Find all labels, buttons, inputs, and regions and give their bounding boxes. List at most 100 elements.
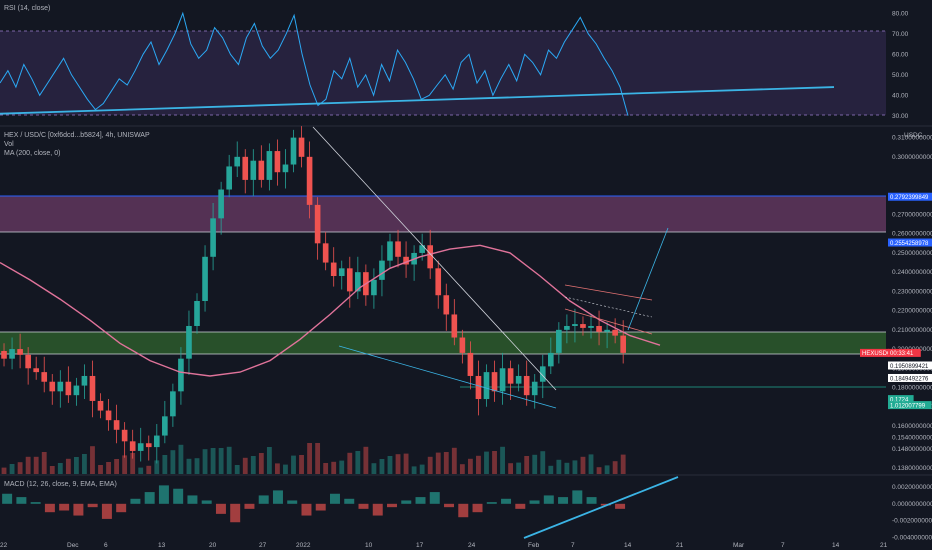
volume-bar [476,455,481,474]
volume-bar [210,448,216,474]
price-tick-label: 0.2100000000 [892,327,932,334]
macd-bar [501,498,512,504]
price-tag-label: 0.2554258978 [890,241,929,247]
volume-bar [580,456,586,474]
macd-bar [372,503,383,516]
volume-bar [9,464,15,474]
volume-bar [516,462,522,474]
candle [314,204,321,244]
candle [531,381,538,396]
candle [556,329,562,353]
candle [145,443,152,448]
lower-trendline[interactable] [338,345,557,409]
price-tag [888,348,921,357]
macd-trendline[interactable] [523,476,679,539]
price-tick-label: 0.2700000000 [892,212,932,219]
volume-bar [242,457,248,474]
candle [499,368,506,392]
channel-mid[interactable] [564,296,653,318]
rsi-trendline[interactable] [0,86,835,115]
volume-bar [33,456,39,474]
candle [403,256,409,265]
volume-bar [41,452,47,474]
volume-bars [1,443,626,474]
price-tick-label: 0.3000000000 [892,154,932,161]
volume-bar [467,458,473,474]
candle [266,151,273,180]
volume-bar [275,463,280,474]
candle [395,241,401,257]
time-tick-label: 6 [104,542,108,549]
candle [427,245,434,269]
candle [435,268,442,296]
macd-bar [201,500,212,504]
macd-bar [287,500,298,504]
volume-bar [122,455,128,474]
price-tag [888,192,932,201]
resistance-zone [0,196,886,232]
volume-bar [17,462,23,474]
macd-bar [244,503,255,509]
macd-bar [30,502,41,504]
macd-bar [486,502,497,504]
candle [459,337,466,353]
candle [298,137,305,157]
price-tick-label: 0.1480000000 [892,446,932,453]
volume-bar [564,462,570,474]
volume-bar [49,466,55,474]
macd-tick-label: 0.0020000000 [892,484,932,491]
candle [371,279,377,296]
descending-trendline[interactable] [312,126,557,391]
price-tag-label: 00:33:41 [890,351,914,357]
volume-bar [73,457,79,474]
candle [105,410,112,421]
candle [580,324,586,328]
macd-bar [543,495,554,504]
candle [113,420,120,430]
volume-bar [291,455,296,474]
candle [9,349,15,359]
channel-bottom[interactable] [564,308,653,335]
price-tick-label: 0.2600000000 [892,231,932,238]
rsi-line [0,11,629,116]
candle [234,156,241,167]
volume-bar [451,447,457,474]
volume-bar [114,459,120,474]
channel-top[interactable] [564,284,653,301]
volume-bar [492,451,497,474]
volume-bar [25,456,31,474]
time-tick-label: 7 [571,542,575,549]
candle [451,314,458,338]
price-tag [888,373,932,382]
price-tag [888,361,932,370]
volume-bar [596,467,602,474]
candle [170,391,176,417]
price-tag [888,395,914,404]
candle [210,218,216,257]
candle [588,325,594,328]
macd-bar [572,490,583,504]
macd-bar [415,497,426,504]
volume-bar [178,444,184,474]
volume-bar [379,459,385,474]
candle [33,368,39,373]
candle [596,325,602,332]
candle [306,156,313,205]
macd-tick-label: 0.0000000000 [892,501,932,508]
projection-line[interactable] [627,227,669,331]
price-tag-label: 0.2792399849 [890,195,929,201]
candle [491,372,498,392]
macd-bar [358,503,369,509]
macd-tick-label: -0.0020000000 [892,518,932,525]
price-tag-label: 0.1849492276 [890,376,929,382]
macd-bar [215,503,226,514]
price-tick-label: 0.2400000000 [892,269,932,276]
candle [523,375,530,396]
candle [81,375,88,386]
candle [73,385,80,396]
macd-tick-label: -0.0040000000 [892,534,932,541]
volume-bar [371,463,377,474]
macd-bar [615,503,626,509]
candle [419,245,425,253]
